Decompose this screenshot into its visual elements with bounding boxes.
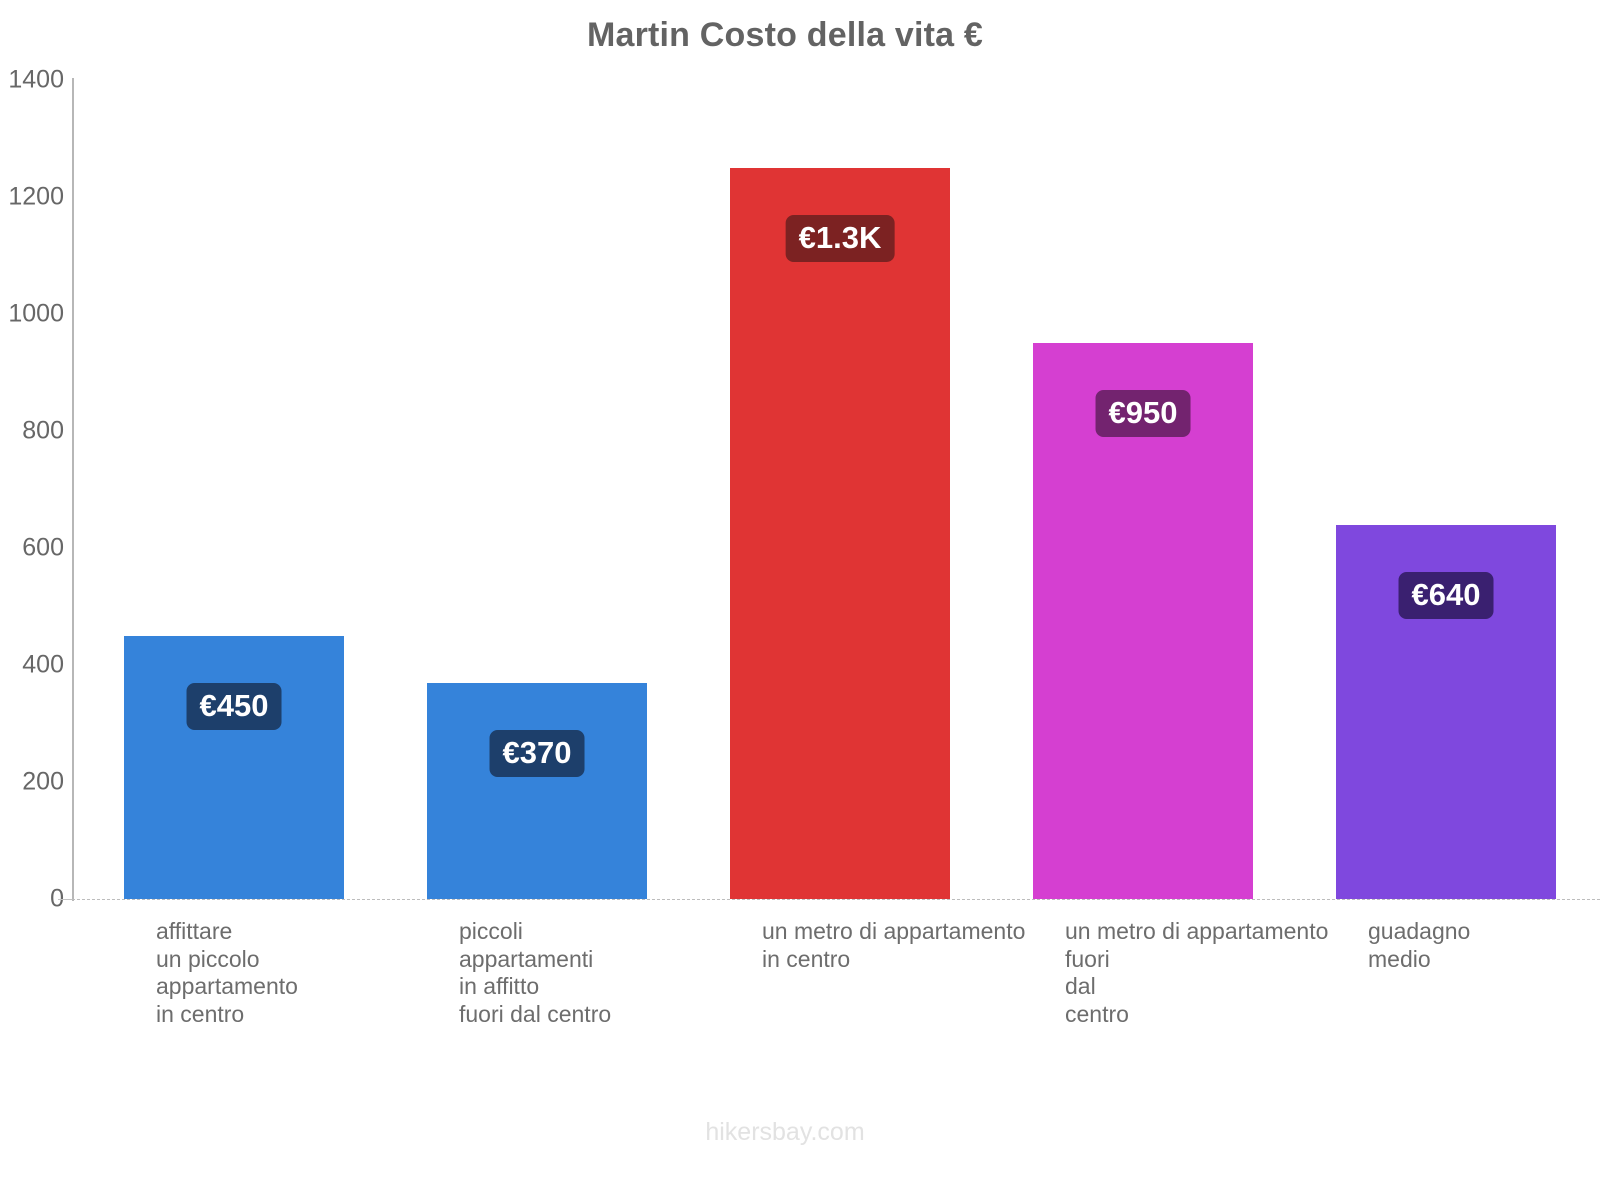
- y-axis-tick-label: 200: [22, 767, 64, 796]
- bar[interactable]: €450: [124, 635, 344, 899]
- bar-value-label: €370: [489, 729, 585, 777]
- y-axis-tick-label: 600: [22, 533, 64, 562]
- y-axis-line: [72, 78, 74, 901]
- x-axis-category-label: un metro di appartamento fuori dal centr…: [1065, 918, 1329, 1027]
- gridline-zero: [72, 899, 1600, 900]
- y-axis-tick-label: 1200: [8, 182, 64, 211]
- x-axis-category-label: un metro di appartamento in centro: [762, 918, 1026, 972]
- y-axis-tick-label: 1400: [8, 65, 64, 94]
- x-axis-category-label: piccoli appartamenti in affitto fuori da…: [459, 918, 612, 1027]
- bar-value-label: €640: [1398, 571, 1494, 619]
- bar-value-label: €1.3K: [785, 214, 895, 262]
- y-axis-tick-label: 800: [22, 416, 64, 445]
- bar[interactable]: €640: [1336, 524, 1556, 899]
- y-axis-tick-label: 1000: [8, 299, 64, 328]
- bar-rect[interactable]: [124, 635, 344, 899]
- bar[interactable]: €950: [1033, 343, 1253, 899]
- attribution-footer: hikersbay.com: [705, 1118, 865, 1146]
- zero-tick-mark: [58, 899, 72, 900]
- x-axis-category-label: affittare un piccolo appartamento in cen…: [156, 918, 298, 1027]
- x-axis-category-label: guadagno medio: [1368, 918, 1471, 972]
- bar-value-label: €950: [1095, 390, 1191, 438]
- bar[interactable]: €1.3K: [730, 167, 950, 899]
- bar[interactable]: €370: [427, 682, 647, 899]
- chart-title: Martin Costo della vita €: [586, 16, 984, 54]
- bar-rect[interactable]: [730, 167, 950, 899]
- bar-value-label: €450: [186, 682, 282, 730]
- y-axis-tick-label: 400: [22, 650, 64, 679]
- y-axis-tick-label: 0: [50, 884, 64, 913]
- bar-rect[interactable]: [427, 682, 647, 899]
- plot-area: 0 200 400 600 800 1000 1200 1400 €450 €370 €1.3K €…: [8, 66, 1600, 913]
